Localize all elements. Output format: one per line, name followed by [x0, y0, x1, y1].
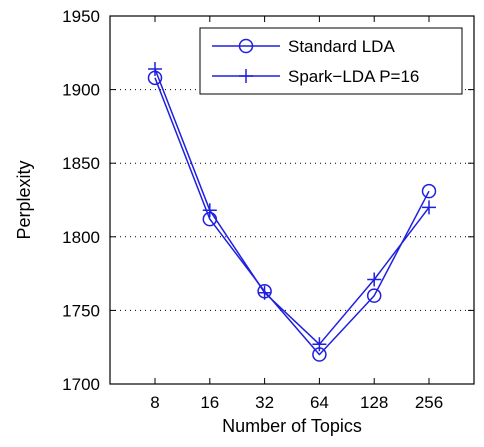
data-point-spark-lda	[422, 200, 436, 215]
data-point-standard-lda	[366, 288, 382, 303]
grid-lines	[110, 89, 474, 311]
y-ticks: 1700 1750 1800 1850 1900 1950	[62, 7, 474, 394]
y-axis-title: Perplexity	[14, 160, 34, 239]
data-point-standard-lda	[421, 183, 437, 199]
y-tick-label: 1800	[62, 228, 100, 247]
x-tick-label: 8	[150, 393, 159, 412]
x-axis-title: Number of Topics	[222, 416, 362, 436]
legend-marker-standard-lda	[238, 38, 254, 54]
x-tick-label: 256	[415, 393, 443, 412]
y-tick-label: 1850	[62, 154, 100, 173]
legend-marker-spark-lda	[239, 69, 253, 83]
series-group	[147, 61, 437, 362]
series-line-standard-lda	[154, 77, 430, 356]
y-tick-label: 1950	[62, 7, 100, 26]
legend: Standard LDA Spark−LDA P=16	[199, 27, 463, 95]
data-point-spark-lda	[312, 337, 327, 352]
legend-box	[199, 27, 463, 95]
data-point-spark-lda	[257, 285, 272, 300]
x-tick-label: 128	[360, 393, 388, 412]
x-tick-label: 32	[255, 393, 274, 412]
x-ticks: 8 16 32 64 128 256	[150, 16, 443, 412]
legend-label-spark-lda: Spark−LDA P=16	[288, 67, 419, 86]
y-tick-label: 1700	[62, 375, 100, 394]
x-tick-label: 16	[200, 393, 219, 412]
y-tick-label: 1900	[62, 81, 100, 100]
x-tick-label: 64	[310, 393, 329, 412]
data-point-spark-lda	[367, 272, 382, 287]
series-line-spark-lda	[154, 68, 430, 346]
legend-label-standard-lda: Standard LDA	[288, 37, 395, 56]
y-tick-label: 1750	[62, 301, 100, 320]
data-point-spark-lda	[148, 61, 162, 76]
data-point-spark-lda	[202, 203, 217, 218]
plot-frame	[109, 15, 475, 385]
